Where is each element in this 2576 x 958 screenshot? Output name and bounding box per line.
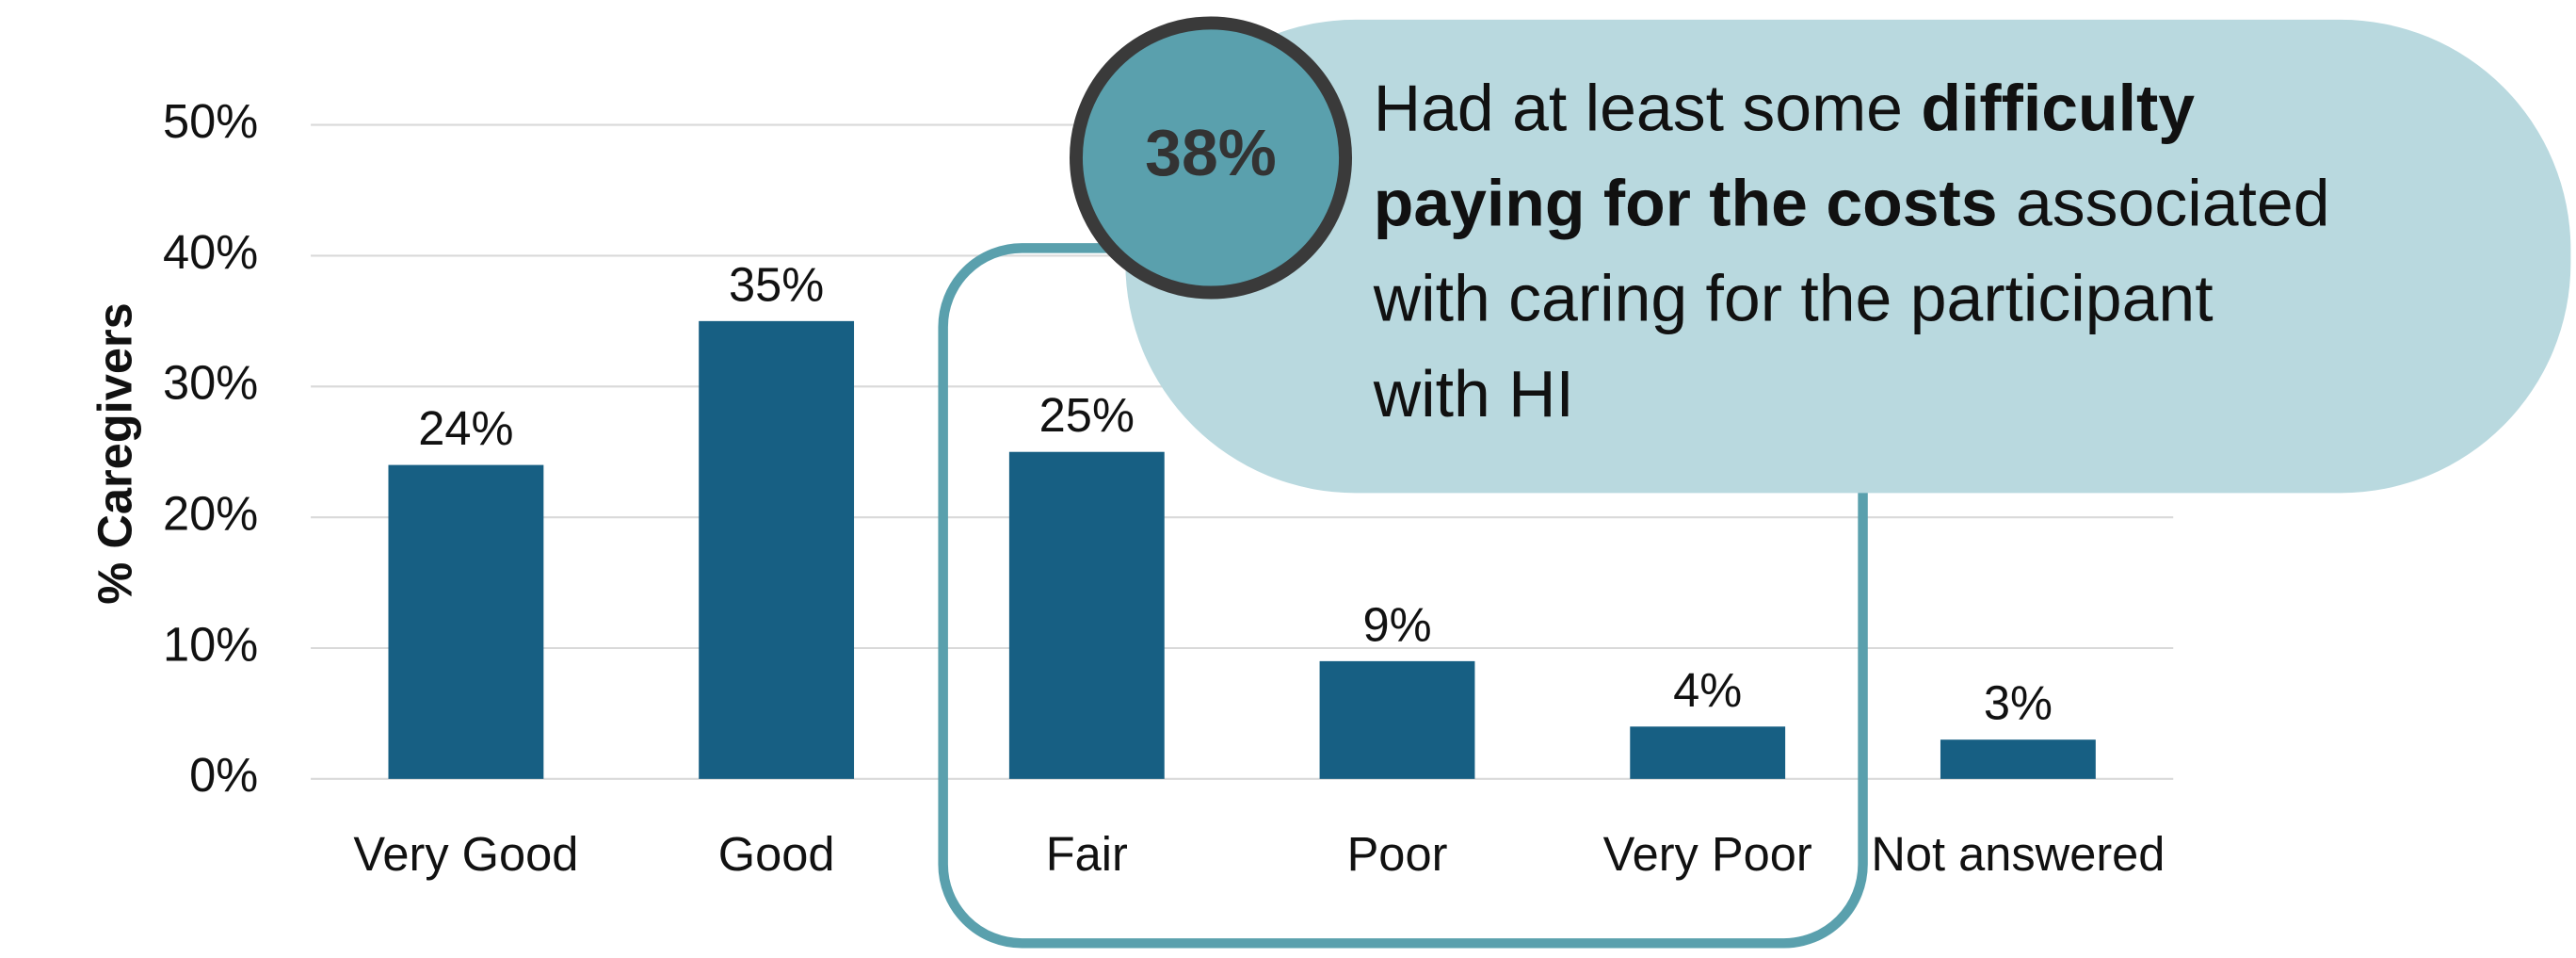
callout-segment: associated (1998, 167, 2330, 240)
value-label: 24% (418, 401, 513, 455)
value-label: 9% (1362, 597, 1431, 651)
callout-text: with HI (1373, 357, 1574, 430)
callout-segment: paying for the costs (1374, 167, 1998, 240)
bar (1008, 451, 1165, 779)
value-label: 3% (1984, 676, 2053, 730)
x-tick-label: Very Good (353, 827, 578, 881)
y-tick-label: 50% (163, 94, 258, 148)
bar (1630, 726, 1786, 779)
callout-segment: Had at least some (1374, 72, 1922, 145)
y-tick-label: 30% (163, 356, 258, 410)
callout-segment: difficulty (1921, 72, 2195, 145)
badge (1069, 16, 1353, 300)
y-tick-label: 40% (163, 225, 258, 279)
bar (388, 464, 544, 779)
badge-text: 38% (1145, 116, 1277, 189)
x-tick-label: Good (718, 827, 835, 881)
callout (1125, 19, 2571, 494)
value-label: 25% (1039, 388, 1135, 442)
bar (699, 320, 855, 779)
callout-segment: with caring for the participant (1373, 262, 2214, 335)
y-tick-label: 0% (189, 748, 258, 802)
value-label: 4% (1673, 663, 1742, 717)
x-tick-label: Poor (1347, 827, 1448, 881)
bar (1940, 739, 2096, 779)
x-tick-label: Not answered (1871, 827, 2165, 881)
y-tick-label: 10% (163, 617, 258, 671)
callout-segment: with HI (1373, 357, 1574, 430)
x-tick-label: Very Poor (1603, 827, 1812, 881)
callout-text: Had at least some difficulty (1374, 72, 2196, 145)
y-tick-label: 20% (163, 487, 258, 541)
x-tick-label: Fair (1046, 827, 1128, 881)
value-label: 35% (729, 257, 824, 311)
bar (1319, 660, 1475, 779)
callout-text: paying for the costs associated (1374, 167, 2330, 240)
y-axis-label: % Caregivers (88, 302, 141, 605)
callout-text: with caring for the participant (1373, 262, 2214, 335)
